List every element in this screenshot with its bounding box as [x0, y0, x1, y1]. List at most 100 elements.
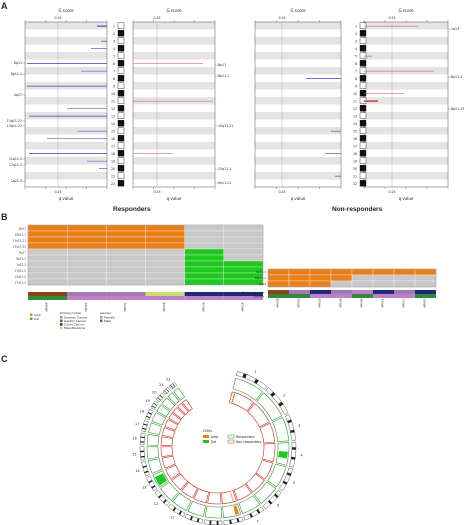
heatmap-cell [145, 260, 185, 268]
chromosome-label: 19 [111, 159, 115, 163]
legend-swatch-gender [100, 319, 103, 323]
cnv-label: 1q13 [451, 27, 459, 31]
circos-track-nonresponders [247, 403, 270, 428]
chromosome-ideogram [359, 112, 367, 119]
chromosome-ideogram [359, 135, 367, 142]
heatmap-cell [223, 236, 264, 244]
circos-track-responders [156, 404, 171, 418]
chromosome-ideogram [117, 135, 125, 142]
heatmap-cell [414, 274, 437, 282]
chromosome-ideogram [359, 75, 367, 82]
axis-title-gscore: G score [398, 8, 414, 13]
heatmap-cell [223, 260, 264, 268]
annotation-gender [145, 296, 185, 300]
heatmap-cell [223, 224, 264, 232]
heatmap-cell [372, 274, 395, 282]
chromosome-ideogram [359, 120, 367, 127]
heatmap-col-label: HP033 [318, 298, 322, 307]
heatmap-cell [67, 230, 107, 238]
circos-legend-swatch-amp [203, 435, 209, 438]
legend-label-tumor: Gastric Cancer [64, 319, 87, 323]
circos-band [159, 394, 163, 399]
chr-band [133, 37, 215, 45]
chromosome-label: 8 [355, 77, 357, 81]
circos-track-responders [222, 503, 242, 519]
chromosome-ideogram [117, 60, 125, 67]
cnv-label: 8p11.1 [11, 72, 22, 76]
chromosome-label: 11 [111, 99, 115, 103]
heatmap-cell [184, 266, 224, 274]
circos-track-responders [238, 495, 261, 514]
circos-legend-swatch-nonresponders [227, 439, 235, 444]
heatmap-cell [330, 268, 353, 276]
heatmap-cell [27, 254, 68, 262]
heatmap-cell [309, 280, 332, 288]
heatmap-cell [67, 278, 107, 286]
circos-chromosome-label: 15 [132, 452, 136, 456]
circos-track-responders [148, 422, 162, 436]
chr-band [133, 67, 215, 75]
annotation-row-label: Gender [253, 295, 265, 299]
heatmap-cell [393, 268, 416, 276]
chr-band [364, 67, 448, 75]
circos-chromosome [154, 490, 170, 507]
circos-track-nonresponders [259, 422, 276, 444]
heatmap-cell [145, 254, 185, 262]
cnv-label: 13q11.22 [7, 124, 22, 128]
legend-swatch-del [30, 317, 33, 320]
heatmap-col-label: HP018 [162, 302, 166, 311]
chromosome-ideogram [359, 22, 367, 29]
circos-track-nonresponders [171, 473, 189, 491]
heatmap-row-label: 8p11.1 [256, 270, 266, 274]
chr-band [364, 142, 448, 150]
chromosome-label: 1 [113, 24, 115, 28]
chromosome-ideogram [117, 150, 125, 157]
heatmap-cell [67, 224, 107, 232]
heatmap-cell [393, 274, 416, 282]
heatmap-cell [27, 266, 68, 274]
heatmap-frame [27, 224, 264, 286]
chr-band [255, 142, 341, 150]
chr-band [133, 172, 215, 180]
legend-label-tumor: Colon Cancer [64, 323, 85, 327]
heatmap-col-label: HP024 [240, 302, 244, 311]
chromosome-label: 7 [113, 69, 115, 73]
circos-chromosome-label: 14 [135, 469, 139, 473]
annotation-gender [352, 294, 373, 298]
chr-band [255, 52, 341, 60]
cnv-label: 13q11.21 [7, 119, 22, 123]
chromosome-label: 22 [353, 182, 357, 186]
circos-band [291, 447, 296, 450]
annotation-primary-tumor [28, 292, 68, 296]
circos-legend-swatch-responders [227, 434, 235, 439]
legend-label-amp: Amp [34, 313, 41, 317]
circos-legend-label-amp: Amp [211, 435, 218, 439]
circos-chromosome-label: 7 [257, 519, 259, 523]
axis-title-gscore: G score [290, 8, 306, 13]
heatmap-row-label: 4q27 [19, 251, 26, 255]
circos-band [249, 513, 253, 518]
circos-track-nonresponders [168, 412, 182, 425]
chromosome-ideogram [359, 180, 367, 187]
legend-swatch-tumor [60, 316, 63, 319]
heatmap-cell [351, 280, 374, 288]
heatmap-cell [106, 236, 146, 244]
circos-band [151, 405, 156, 409]
annotation-gender [223, 296, 263, 300]
circos-chromosome [168, 381, 178, 390]
chr-band [133, 52, 215, 60]
heatmap-cell [27, 230, 68, 238]
chr-band [364, 97, 448, 105]
circos-cnv-amp [231, 393, 236, 403]
tick-label: 0.25 [54, 190, 61, 194]
chromosome-label: 20 [353, 167, 357, 171]
chromosome-label: 7 [355, 69, 357, 73]
circos-chromosome-label: 2 [283, 394, 285, 398]
circos-chromosome-label: 16 [132, 436, 136, 440]
chr-band [255, 37, 341, 45]
axis-title-gscore: G score [58, 8, 74, 13]
circos-chromosome-label: 6 [277, 504, 279, 508]
circos-chromosome [203, 519, 223, 525]
circos-track-nonresponders [245, 473, 265, 493]
